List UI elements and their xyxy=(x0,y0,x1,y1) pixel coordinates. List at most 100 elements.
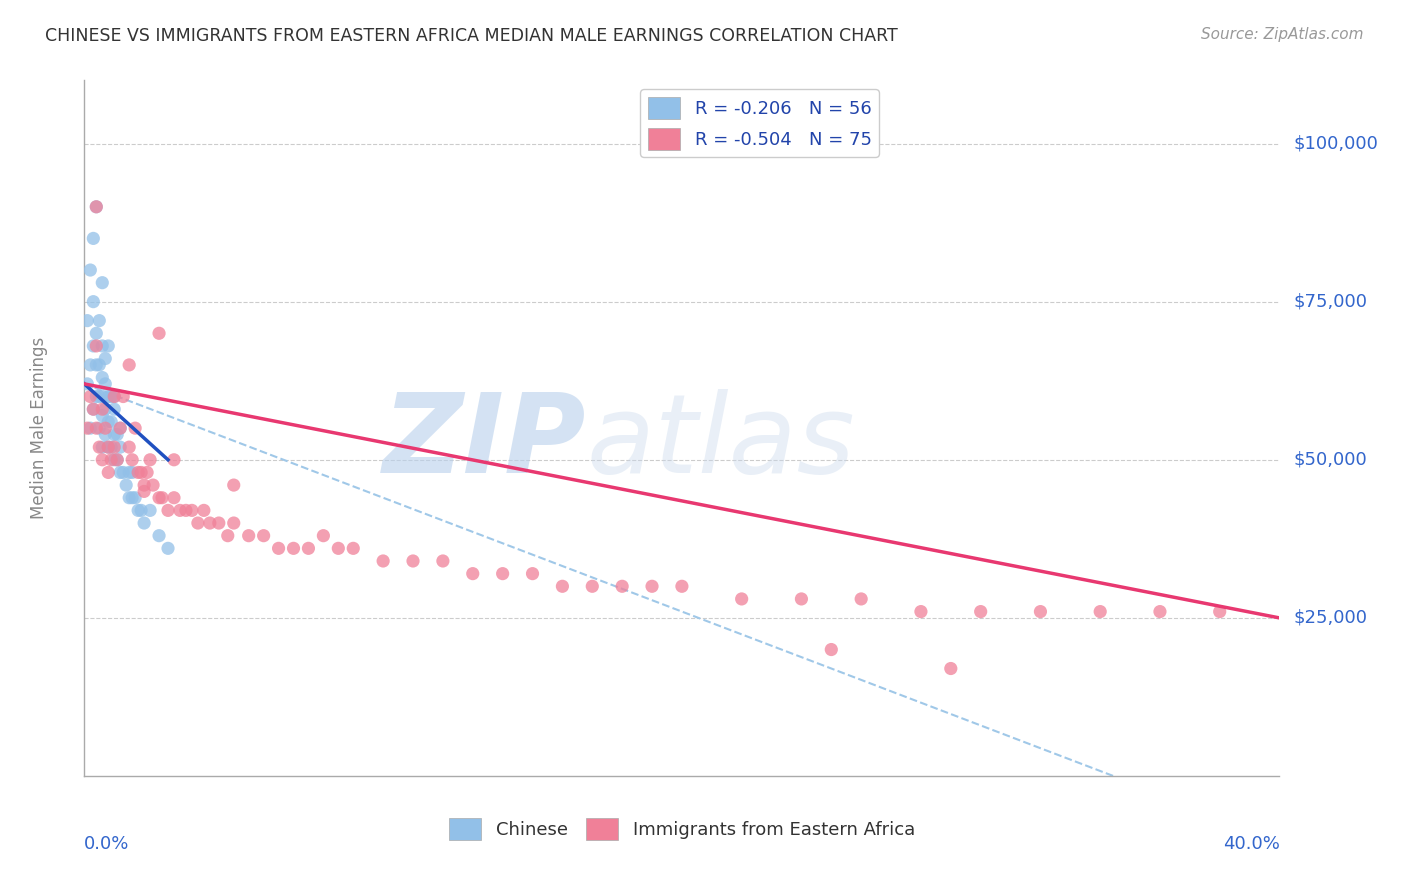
Point xyxy=(100,440,122,454)
Point xyxy=(91,390,114,404)
Point xyxy=(461,566,484,581)
Text: 40.0%: 40.0% xyxy=(1223,835,1279,853)
Point xyxy=(86,390,108,404)
Point xyxy=(267,541,290,556)
Point xyxy=(105,452,128,467)
Point xyxy=(97,466,120,480)
Point xyxy=(328,541,350,556)
Point xyxy=(100,452,122,467)
Point xyxy=(253,529,276,543)
Point xyxy=(97,415,120,429)
Point xyxy=(91,409,114,423)
Point xyxy=(86,358,108,372)
Point xyxy=(139,503,162,517)
Point xyxy=(86,421,108,435)
Point xyxy=(731,591,754,606)
Point xyxy=(112,466,135,480)
Point xyxy=(148,326,170,341)
Point xyxy=(103,452,125,467)
Point xyxy=(94,376,117,391)
Point xyxy=(612,579,634,593)
Text: $75,000: $75,000 xyxy=(1294,293,1368,310)
Point xyxy=(89,421,111,435)
Point xyxy=(82,402,104,417)
Point xyxy=(402,554,425,568)
Point xyxy=(110,421,132,435)
Point xyxy=(110,421,132,435)
Point xyxy=(118,440,141,454)
Point xyxy=(115,478,138,492)
Point xyxy=(82,294,104,309)
Point xyxy=(208,516,231,530)
Point xyxy=(238,529,260,543)
Point xyxy=(373,554,395,568)
Point xyxy=(94,421,117,435)
Point xyxy=(91,440,114,454)
Point xyxy=(97,440,120,454)
Point xyxy=(342,541,364,556)
Point xyxy=(82,231,104,245)
Point xyxy=(118,466,141,480)
Point xyxy=(76,376,98,391)
Point xyxy=(103,390,125,404)
Point xyxy=(110,466,132,480)
Point xyxy=(551,579,574,593)
Point xyxy=(157,541,180,556)
Point xyxy=(89,440,111,454)
Point xyxy=(910,605,932,619)
Point xyxy=(148,529,170,543)
Point xyxy=(136,466,159,480)
Point xyxy=(820,642,842,657)
Point xyxy=(86,326,108,341)
Point xyxy=(641,579,664,593)
Point xyxy=(86,200,108,214)
Point xyxy=(671,579,693,593)
Point xyxy=(89,358,111,372)
Point xyxy=(187,516,209,530)
Point xyxy=(939,661,962,675)
Point xyxy=(132,516,156,530)
Point xyxy=(522,566,544,581)
Point xyxy=(79,263,101,277)
Point xyxy=(118,358,141,372)
Point xyxy=(79,358,101,372)
Point xyxy=(581,579,603,593)
Text: 0.0%: 0.0% xyxy=(84,835,129,853)
Point xyxy=(89,313,111,327)
Point xyxy=(432,554,454,568)
Text: $25,000: $25,000 xyxy=(1294,609,1368,627)
Point xyxy=(142,478,165,492)
Point xyxy=(91,402,114,417)
Point xyxy=(100,415,122,429)
Point xyxy=(129,503,152,517)
Point xyxy=(97,339,120,353)
Point xyxy=(222,478,245,492)
Text: atlas: atlas xyxy=(586,389,855,496)
Point xyxy=(121,491,143,505)
Point xyxy=(163,491,186,505)
Point xyxy=(297,541,319,556)
Text: ZIP: ZIP xyxy=(382,389,586,496)
Point xyxy=(103,402,125,417)
Point xyxy=(105,427,128,442)
Point xyxy=(1029,605,1052,619)
Point xyxy=(129,466,152,480)
Point xyxy=(86,339,108,353)
Point xyxy=(970,605,993,619)
Point xyxy=(1209,605,1232,619)
Text: $50,000: $50,000 xyxy=(1294,450,1368,469)
Point xyxy=(82,339,104,353)
Point xyxy=(76,421,98,435)
Point xyxy=(1149,605,1171,619)
Text: Median Male Earnings: Median Male Earnings xyxy=(30,337,48,519)
Legend: Chinese, Immigrants from Eastern Africa: Chinese, Immigrants from Eastern Africa xyxy=(441,811,922,847)
Point xyxy=(76,313,98,327)
Point xyxy=(193,503,215,517)
Point xyxy=(89,390,111,404)
Point xyxy=(790,591,813,606)
Point xyxy=(150,491,173,505)
Point xyxy=(103,427,125,442)
Point xyxy=(94,351,117,366)
Text: CHINESE VS IMMIGRANTS FROM EASTERN AFRICA MEDIAN MALE EARNINGS CORRELATION CHART: CHINESE VS IMMIGRANTS FROM EASTERN AFRIC… xyxy=(45,27,898,45)
Point xyxy=(97,440,120,454)
